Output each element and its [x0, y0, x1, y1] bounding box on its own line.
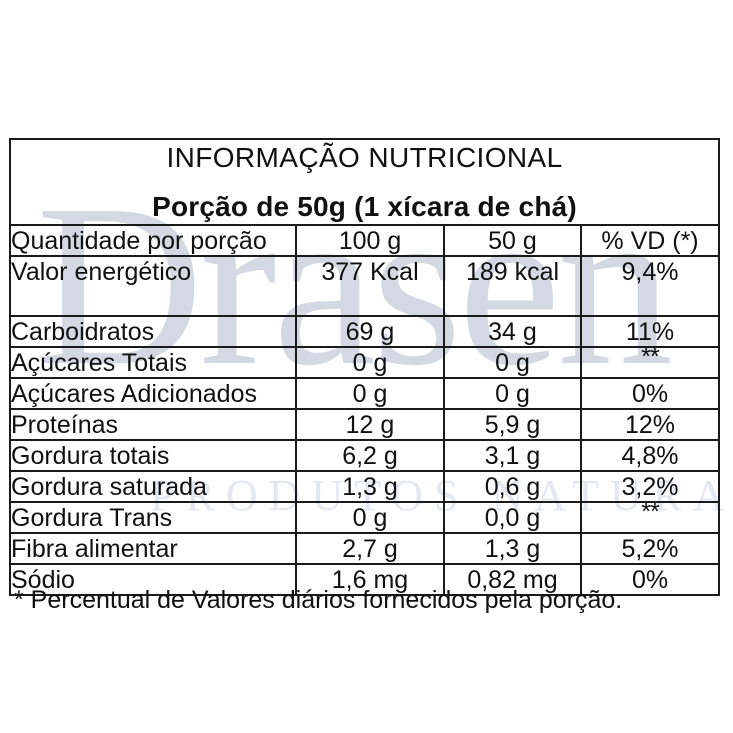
row-100g-added-sugars: 0 g [295, 377, 445, 410]
row-label-sodium: Sódio [9, 563, 297, 596]
row-50g-dietary-fiber: 1,3 g [443, 532, 582, 565]
header-100g-label: 100 g [295, 224, 445, 257]
row-label-dietary-fiber: Fibra alimentar [9, 532, 297, 565]
row-100g-trans-fat: 0 g [295, 501, 445, 534]
table-row: Carboidratos 69 g 34 g 11% [9, 315, 721, 348]
row-vd-added-sugars: 0% [579, 377, 721, 410]
row-label-proteins: Proteínas [9, 408, 297, 441]
row-vd-dietary-fiber: 5,2% [579, 532, 721, 565]
table-row: Fibra alimentar 2,7 g 1,3 g 5,2% [9, 532, 721, 565]
daily-values-footnote: * Percentual de Valores diários fornecid… [14, 586, 623, 614]
table-row: Açúcares Adicionados 0 g 0 g 0% [9, 377, 721, 410]
nutrition-table: INFORMAÇÃO NUTRICIONAL Porção de 50g (1 … [8, 138, 721, 596]
row-50g-sodium: 0,82 mg [443, 563, 582, 596]
header-vd-label: % VD (*) [579, 224, 721, 257]
table-row: Açúcares Totais 0 g 0 g ** [9, 342, 721, 379]
row-100g-saturated-fat: 1,3 g [295, 470, 445, 503]
row-vd-trans-fat: ** [579, 497, 721, 534]
row-50g-total-fat: 3,1 g [443, 439, 582, 472]
row-vd-energy: 9,4% [579, 255, 721, 317]
row-vd-total-sugars: ** [579, 342, 721, 379]
row-100g-total-sugars: 0 g [295, 346, 445, 379]
row-vd-saturated-fat: 3,2% [579, 470, 721, 503]
row-100g-total-fat: 6,2 g [295, 439, 445, 472]
row-100g-carbohydrates: 69 g [295, 315, 445, 348]
row-vd-sodium: 0% [579, 563, 721, 596]
row-100g-dietary-fiber: 2,7 g [295, 532, 445, 565]
row-100g-energy: 377 Kcal [295, 255, 445, 317]
double-asterisk-marker: ** [641, 497, 659, 526]
row-label-total-sugars: Açúcares Totais [9, 346, 297, 379]
row-vd-total-fat: 4,8% [579, 439, 721, 472]
row-50g-proteins: 5,9 g [443, 408, 582, 441]
table-row: Sódio 1,6 mg 0,82 mg 0% [9, 563, 721, 596]
header-quantity-label: Quantidade por porção [9, 224, 297, 257]
row-100g-sodium: 1,6 mg [295, 563, 445, 596]
table-title-row: INFORMAÇÃO NUTRICIONAL Porção de 50g (1 … [8, 138, 721, 226]
table-row: Proteínas 12 g 5,9 g 12% [9, 408, 721, 441]
table-row: Valor energético 377 Kcal 189 kcal 9,4% [9, 255, 721, 317]
nutrition-table-body: INFORMAÇÃO NUTRICIONAL Porção de 50g (1 … [8, 138, 721, 596]
row-50g-total-sugars: 0 g [443, 346, 582, 379]
row-label-energy: Valor energético [9, 255, 297, 317]
panel-title-cell: INFORMAÇÃO NUTRICIONAL Porção de 50g (1 … [8, 138, 721, 226]
nutrition-facts-panel: INFORMAÇÃO NUTRICIONAL Porção de 50g (1 … [8, 138, 721, 596]
row-50g-trans-fat: 0,0 g [443, 501, 582, 534]
table-row: Gordura Trans 0 g 0,0 g ** [9, 497, 721, 534]
row-label-carbohydrates: Carboidratos [9, 315, 297, 348]
double-asterisk-marker: ** [641, 342, 659, 371]
panel-title: INFORMAÇÃO NUTRICIONAL [166, 141, 563, 173]
table-header-row: Quantidade por porção 100 g 50 g % VD (*… [9, 224, 721, 257]
row-label-trans-fat: Gordura Trans [9, 501, 297, 534]
row-label-saturated-fat: Gordura saturada [9, 470, 297, 503]
row-50g-carbohydrates: 34 g [443, 315, 582, 348]
row-label-total-fat: Gordura totais [9, 439, 297, 472]
row-50g-energy: 189 kcal [443, 255, 582, 317]
header-50g-label: 50 g [443, 224, 582, 257]
row-50g-added-sugars: 0 g [443, 377, 582, 410]
serving-size-text: Porção de 50g (1 xícara de chá) [152, 191, 577, 222]
row-100g-proteins: 12 g [295, 408, 445, 441]
table-row: Gordura saturada 1,3 g 0,6 g 3,2% [9, 470, 721, 503]
row-label-added-sugars: Açúcares Adicionados [9, 377, 297, 410]
row-vd-carbohydrates: 11% [579, 315, 721, 348]
row-vd-proteins: 12% [579, 408, 721, 441]
row-50g-saturated-fat: 0,6 g [443, 470, 582, 503]
table-row: Gordura totais 6,2 g 3,1 g 4,8% [9, 439, 721, 472]
